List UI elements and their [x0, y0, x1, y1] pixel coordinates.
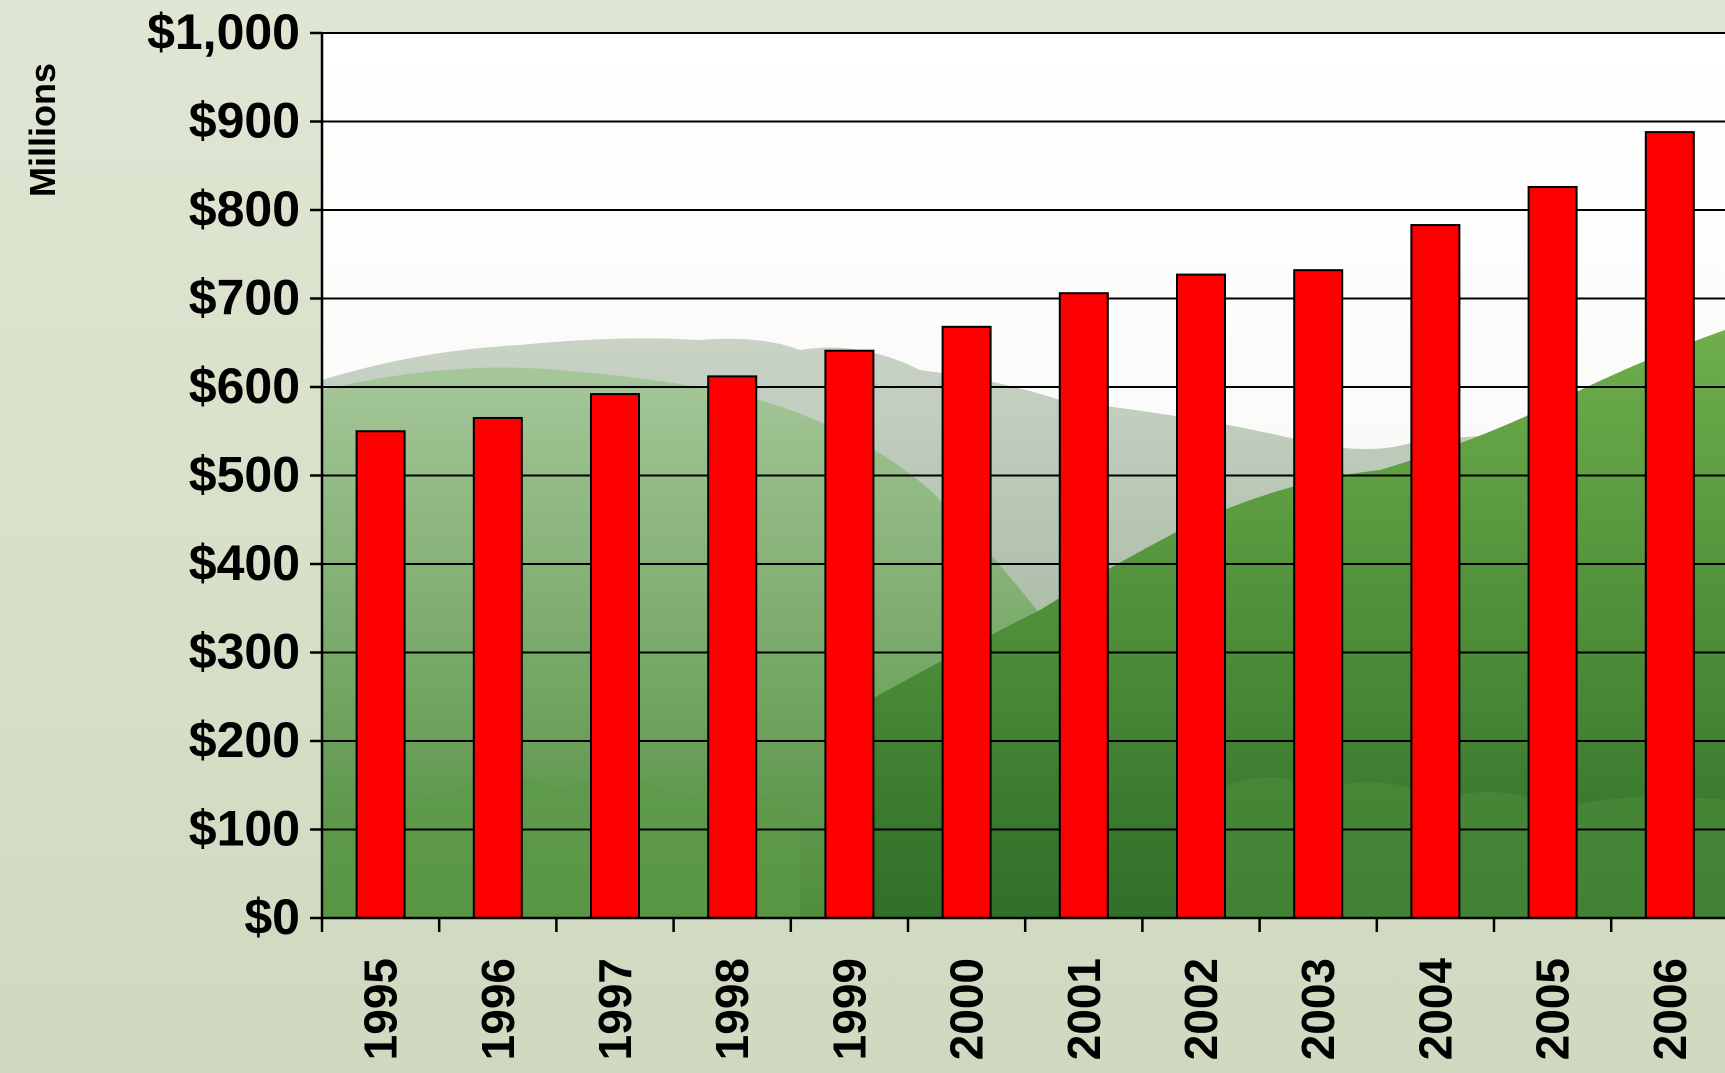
bar-1995 — [355, 430, 406, 919]
bar-2000 — [941, 325, 992, 919]
bar-2005 — [1527, 185, 1578, 920]
gridlines — [322, 32, 1725, 831]
y-tick-label: $600 — [189, 358, 300, 414]
x-tick-label: 2001 — [1058, 958, 1110, 1060]
x-axis-tick-labels: 1995 1996 1997 1998 1999 2000 2001 2002 2003 2004… — [355, 958, 1696, 1061]
x-tick-label: 2004 — [1409, 958, 1461, 1061]
x-tick-label: 1995 — [355, 958, 407, 1060]
y-tick-label: $900 — [189, 93, 300, 149]
bars — [355, 131, 1695, 920]
y-axis-label: Millions — [22, 63, 63, 197]
x-tick-label: 2000 — [941, 958, 993, 1060]
x-tick-label: 1996 — [472, 958, 524, 1060]
y-tick-label: $800 — [189, 181, 300, 237]
bar-1999 — [824, 349, 875, 919]
bar-1996 — [472, 416, 523, 919]
x-tick-label: 2005 — [1527, 958, 1579, 1060]
bar-1997 — [590, 393, 640, 919]
y-tick-label: $400 — [189, 535, 300, 591]
x-tick-label: 2006 — [1644, 958, 1696, 1060]
bar-2001 — [1058, 292, 1109, 919]
bar-2006 — [1644, 131, 1695, 919]
x-tick-label: 2002 — [1175, 958, 1227, 1060]
x-tick-label: 1998 — [706, 958, 758, 1060]
y-tick-label: $300 — [189, 624, 300, 680]
bar-2004 — [1410, 224, 1461, 920]
y-axis-tick-labels: $0 $100 $200 $300 $400 $500 $600 $700 $800 $900 $1… — [147, 4, 300, 945]
bar-1998 — [707, 375, 758, 919]
x-tick-label: 1999 — [823, 958, 875, 1060]
axes — [310, 31, 1725, 932]
y-tick-label: $1,000 — [147, 4, 300, 60]
bar-2003 — [1293, 269, 1344, 919]
x-tick-label: 1997 — [589, 958, 641, 1060]
y-tick-label: $200 — [189, 712, 300, 768]
y-tick-label: $500 — [189, 447, 300, 503]
x-tick-label: 2003 — [1292, 958, 1344, 1060]
y-tick-label: $700 — [189, 270, 300, 326]
y-tick-label: $100 — [189, 801, 300, 857]
y-tick-label: $0 — [244, 889, 300, 945]
bar-2002 — [1176, 273, 1226, 920]
